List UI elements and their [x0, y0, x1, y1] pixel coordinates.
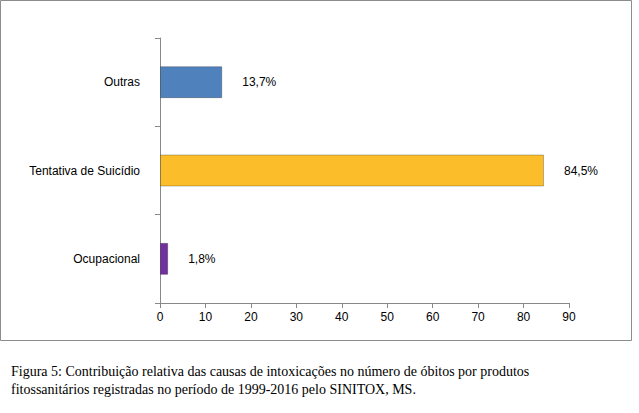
svg-text:Tentativa de Suicídio: Tentativa de Suicídio: [29, 164, 140, 178]
svg-text:60: 60: [426, 310, 440, 324]
svg-text:50: 50: [381, 310, 395, 324]
svg-text:13,7%: 13,7%: [242, 75, 276, 89]
svg-text:1,8%: 1,8%: [188, 252, 216, 266]
svg-text:Figura 5: Contribuição relativ: Figura 5: Contribuição relativa das caus…: [11, 364, 533, 379]
svg-text:0: 0: [157, 310, 164, 324]
svg-text:70: 70: [471, 310, 485, 324]
svg-text:84,5%: 84,5%: [564, 164, 598, 178]
svg-text:90: 90: [562, 310, 576, 324]
svg-text:Ocupacional: Ocupacional: [73, 252, 140, 266]
svg-text:fitossanitários registradas no: fitossanitários registradas no período d…: [11, 382, 416, 397]
svg-text:30: 30: [290, 310, 304, 324]
svg-text:80: 80: [517, 310, 531, 324]
svg-text:10: 10: [199, 310, 213, 324]
svg-text:20: 20: [244, 310, 258, 324]
svg-text:40: 40: [335, 310, 349, 324]
svg-text:Outras: Outras: [104, 75, 140, 89]
